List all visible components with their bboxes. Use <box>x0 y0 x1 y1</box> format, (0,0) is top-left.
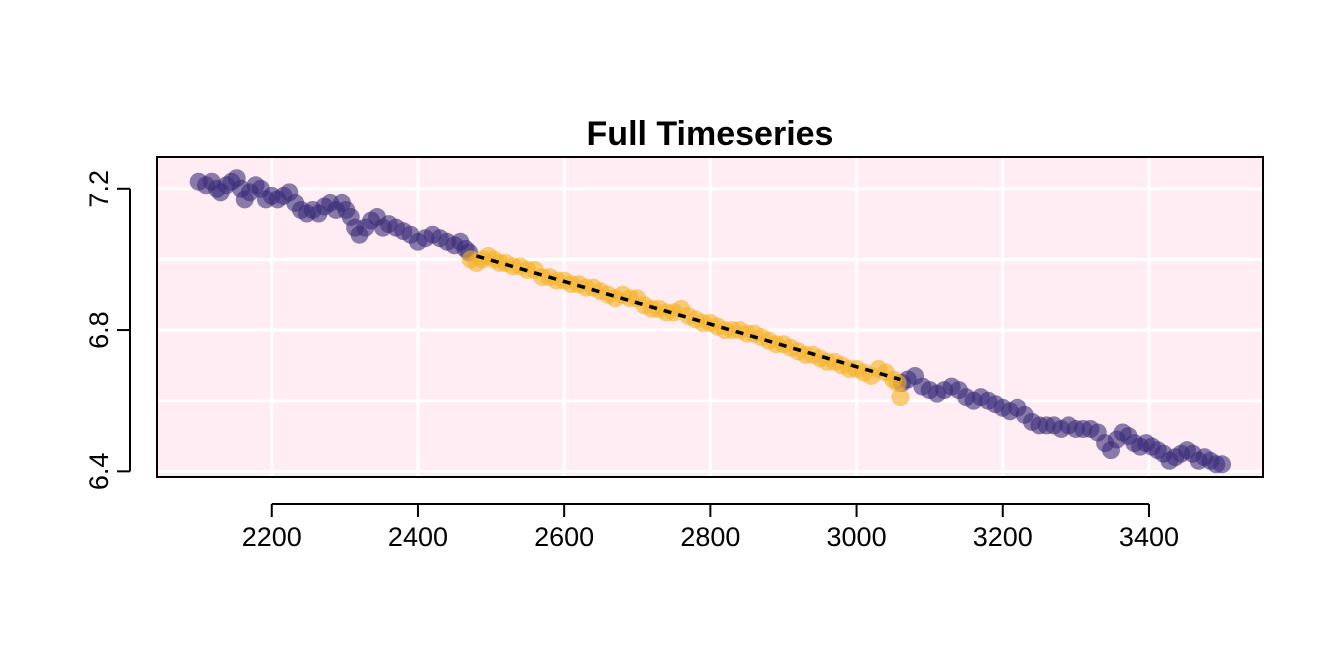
chart-title: Full Timeseries <box>587 115 834 153</box>
data-point <box>891 388 910 407</box>
y-tick-label: 7.2 <box>84 170 114 208</box>
series-outside-window <box>189 169 1232 474</box>
plot-frame <box>156 156 1264 478</box>
y-tick-label: 6.4 <box>84 453 114 491</box>
x-tick-label: 2400 <box>388 522 448 552</box>
x-axis: 2200 2400 2600 2800 3000 3200 3400 <box>242 503 1179 552</box>
x-tick-label: 2600 <box>534 522 594 552</box>
data-point <box>1213 455 1232 474</box>
y-axis: 6.4 6.8 7.2 <box>84 170 131 491</box>
series-window <box>461 246 910 407</box>
data-points <box>189 169 1232 474</box>
x-tick-label: 2800 <box>680 522 740 552</box>
x-tick-label: 3200 <box>973 522 1033 552</box>
x-tick-label: 3400 <box>1119 522 1179 552</box>
x-tick-label: 3000 <box>827 522 887 552</box>
x-tick-label: 2200 <box>242 522 302 552</box>
data-point <box>888 374 907 393</box>
y-tick-label: 6.8 <box>84 311 114 349</box>
